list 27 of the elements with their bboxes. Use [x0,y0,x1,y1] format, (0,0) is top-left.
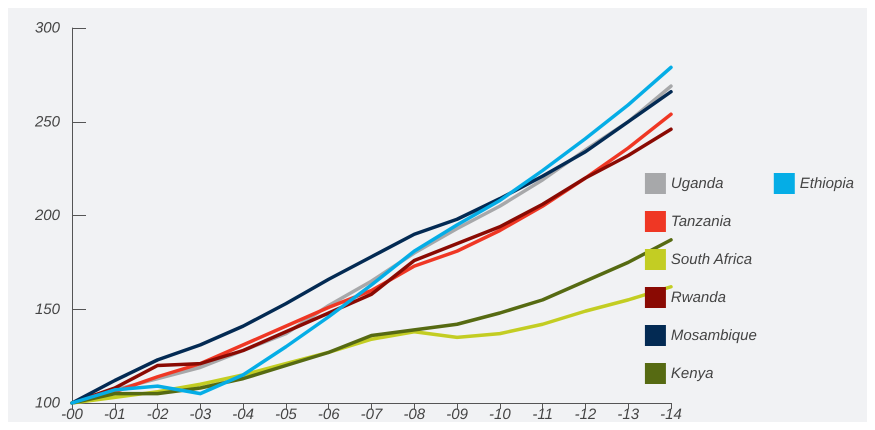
y-tick-label: 250 [34,113,61,130]
x-tick-label: -14 [660,406,682,423]
y-tick-label: 100 [34,394,61,412]
x-tick-label: -13 [617,406,640,423]
legend-label: Ethiopia [800,175,854,192]
x-tick-label: -09 [446,406,469,423]
x-tick-label: -02 [146,406,170,423]
x-tick-label: -10 [489,406,512,423]
legend-label: Tanzania [670,213,732,230]
x-tick-label: -00 [61,406,84,423]
x-tick-label: -01 [104,406,126,423]
legend-label: South Africa [670,251,752,268]
legend-label: Rwanda [670,289,726,306]
x-tick-label: -11 [532,406,553,423]
x-tick-label: -06 [318,406,340,423]
y-tick-label: 150 [34,300,61,318]
x-tick-label: -07 [360,406,383,423]
legend-label: Mosambique [670,327,757,344]
legend-label: Uganda [670,175,724,192]
y-tick-label: 200 [34,207,61,224]
x-tick-label: -04 [232,406,254,423]
y-tick-label: 300 [34,20,61,36]
x-tick-label: -05 [275,406,298,423]
x-tick-label: -12 [574,406,597,423]
x-tick-label: -08 [403,406,426,423]
x-tick-label: -03 [190,406,212,423]
legend-label: Kenya [670,365,714,382]
